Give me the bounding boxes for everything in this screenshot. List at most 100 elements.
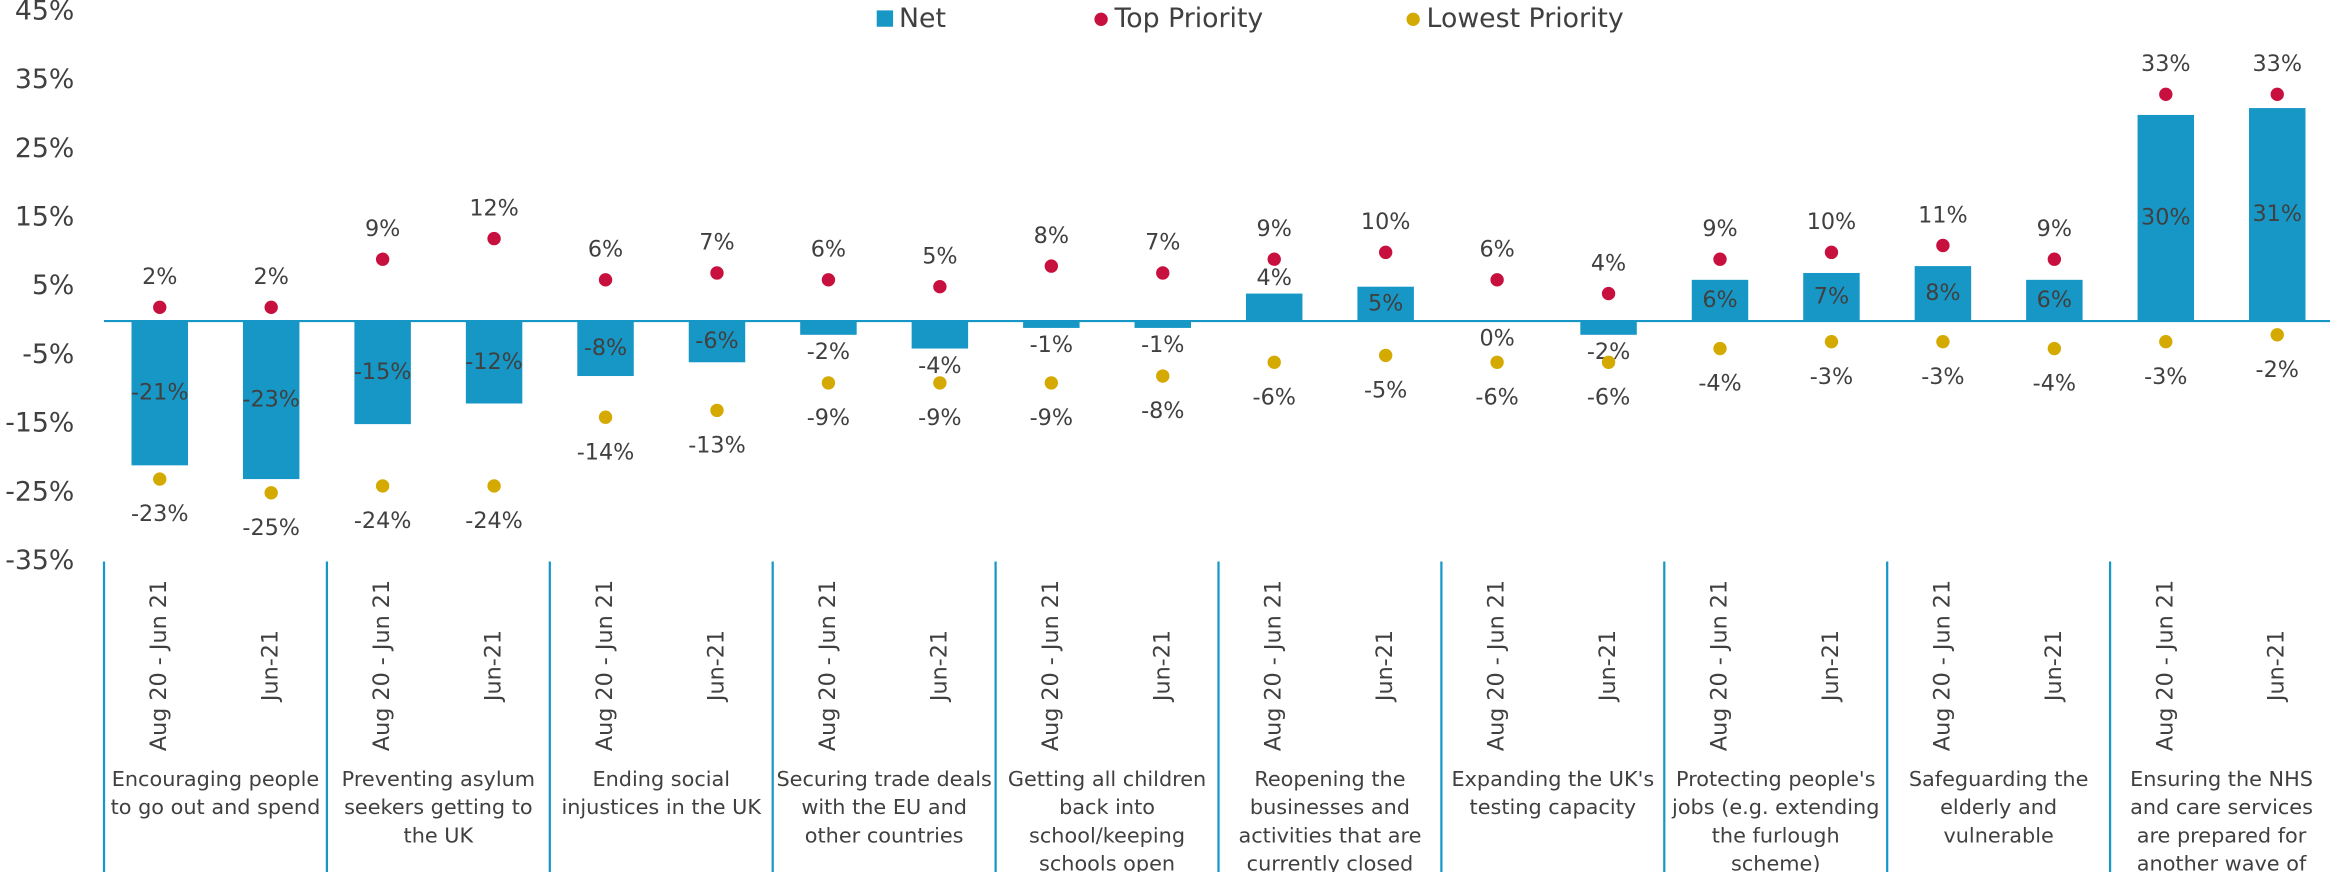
x-tick-label: Aug 20 - Jun 21 [146,580,172,751]
y-tick-label: 25% [15,133,74,164]
bar [800,321,857,335]
bar [1580,321,1637,335]
dot-label: -9% [1030,405,1073,431]
dot-label: 33% [2141,51,2191,77]
dot [1936,238,1950,253]
dot [1044,259,1059,273]
dot [1824,245,1839,260]
bar-label: -12% [465,349,523,375]
dot-label: -25% [242,515,300,541]
x-tick-label: Jun-21 [2041,630,2067,703]
group-label: Safeguarding the elderly and vulnerable [1908,768,2089,849]
dot-label: -3% [1810,364,1853,390]
dot [1936,334,1950,349]
legend-swatch [1094,12,1108,26]
dot [2047,252,2062,266]
bar-label: -1% [1030,332,1073,358]
dot [933,280,947,294]
dot-label: -6% [1253,384,1296,410]
dot-label: 10% [1361,209,1411,235]
dot [598,273,613,287]
dot-label: 6% [588,237,623,263]
dot-label: 9% [1702,216,1737,242]
x-tick-label: Jun-21 [1595,630,1621,703]
x-tick-label: Jun-21 [926,630,952,703]
dot [1156,266,1170,280]
dot-label: -14% [577,439,635,465]
x-tick-label: Jun-21 [703,630,729,703]
dot-label: 33% [2252,51,2302,77]
dot-label: -24% [354,508,412,534]
dot-label: -4% [1698,371,1741,397]
dot-label: 6% [811,237,846,263]
dot-label: 9% [365,216,400,242]
bar [1803,272,1860,322]
group-label: Ending social injustices in the UK [561,768,762,821]
x-tick-label: Aug 20 - Jun 21 [1261,580,1287,751]
bar [1134,321,1192,328]
bar-label: 0% [1479,325,1514,351]
dot [1267,355,1281,369]
bar [131,321,188,466]
dot [375,479,390,493]
x-tick-label: Jun-21 [481,630,507,703]
x-tick-label: Aug 20 - Jun 21 [1484,580,1510,751]
group-label: Reopening the businesses and activities … [1238,768,1422,872]
bar-label: -1% [1141,332,1184,358]
bar [1691,279,1749,322]
bar-label: 6% [1702,287,1737,313]
dot-label: -9% [918,405,961,431]
group-label: Preventing asylum seekers getting to the… [341,768,536,849]
x-tick-label: Aug 20 - Jun 21 [1707,580,1733,751]
dot [2047,341,2062,356]
dot-label: 11% [1918,202,1968,228]
dot-label: 12% [469,195,519,221]
bar [688,321,746,363]
x-tick-label: Aug 20 - Jun 21 [2152,580,2178,751]
group-label: Encouraging people to go out and spend [110,768,321,821]
y-tick-label: -25% [5,476,74,507]
dot [1601,286,1616,301]
dot-label: 7% [699,230,734,256]
x-tick-label: Jun-21 [1149,630,1175,703]
dot-label: -3% [2144,364,2187,390]
bar [577,321,634,377]
dot-label: -24% [465,508,523,534]
y-tick-label: 5% [32,270,74,301]
dot [1713,252,1727,266]
dot-label: 7% [1145,230,1180,256]
dot-label: -5% [1364,378,1407,404]
dot-label: 6% [1479,237,1514,263]
dot [933,376,947,390]
group-label: Protecting people's jobs (e.g. extending… [1672,768,1880,872]
dot [153,472,167,486]
dot-label: 8% [1034,223,1069,249]
bar-label: 4% [1257,265,1292,291]
legend-swatch [876,10,894,27]
group-label: Ensuring the NHS and care services are p… [2130,768,2313,872]
bar-label: 30% [2141,205,2191,231]
dot [375,252,390,266]
dot [1490,273,1504,287]
dot-label: 9% [1257,216,1292,242]
dot [487,479,501,493]
bar-label: 5% [1368,290,1403,316]
dot [1713,341,1727,356]
group-label: Getting all children back into school/ke… [1007,768,1207,872]
y-tick-label: -15% [5,408,74,439]
bar [911,321,969,349]
dot-label: 2% [254,264,289,290]
dot-label: 2% [142,264,177,290]
dot [2270,87,2284,102]
x-tick-label: Aug 20 - Jun 21 [592,580,618,751]
bar [2137,114,2195,322]
bar-label: -15% [354,359,412,385]
bar-label: -2% [807,339,850,365]
dot [821,376,836,390]
bar [465,321,523,404]
bar [242,321,300,480]
dot [710,266,724,280]
bar-label: 7% [1814,284,1849,310]
